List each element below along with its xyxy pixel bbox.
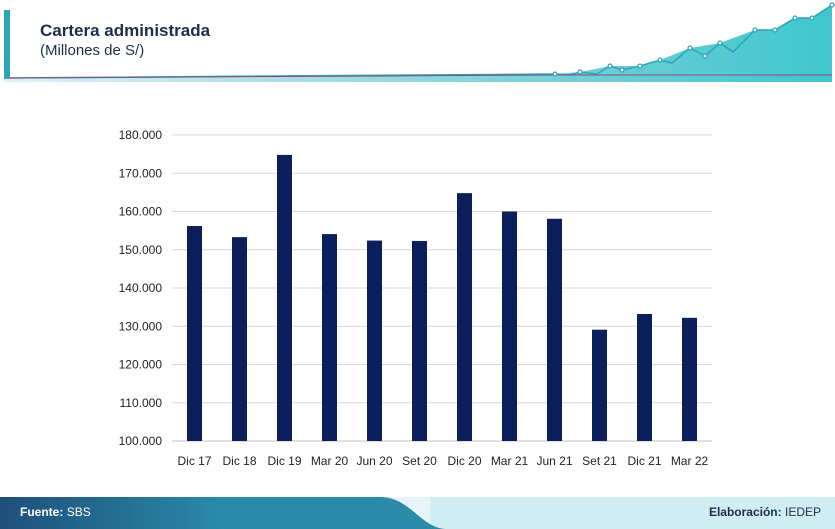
y-tick-label: 150.000 xyxy=(119,243,163,257)
y-tick-label: 100.000 xyxy=(119,434,163,448)
header-decoration xyxy=(3,2,835,82)
bars xyxy=(187,154,697,441)
chart-title: Cartera administrada xyxy=(40,21,211,40)
x-tick-label: Dic 17 xyxy=(177,454,211,468)
bar xyxy=(592,329,607,441)
x-axis: Dic 17 Dic 18 Dic 19 Mar 20 Jun 20 Set 20 Dic … xyxy=(177,454,708,468)
x-tick-label: Mar 21 xyxy=(491,454,529,468)
x-tick-label: Dic 18 xyxy=(222,454,256,468)
source-value: SBS xyxy=(66,505,91,519)
x-tick-label: Dic 19 xyxy=(267,454,301,468)
credit-label: Elaboración: xyxy=(708,505,782,519)
chart-subtitle: (Millones de S/) xyxy=(40,42,145,59)
y-tick-label: 130.000 xyxy=(119,319,163,333)
bar xyxy=(322,234,337,441)
footer: Fuente: SBS Elaboración: IEDEP xyxy=(0,497,835,529)
bar xyxy=(682,317,697,441)
x-tick-label: Dic 20 xyxy=(447,454,481,468)
y-tick-label: 170.000 xyxy=(119,166,163,180)
header: Cartera administrada (Millones de S/) xyxy=(0,0,835,84)
footer-background xyxy=(0,497,835,529)
y-tick-label: 140.000 xyxy=(119,281,163,295)
bar xyxy=(232,237,247,441)
bar xyxy=(277,154,292,441)
bar xyxy=(367,240,382,441)
bar xyxy=(637,314,652,441)
y-tick-label: 180.000 xyxy=(119,128,163,142)
x-tick-label: Mar 22 xyxy=(671,454,709,468)
bar xyxy=(457,193,472,441)
header-accent-bar xyxy=(4,10,10,78)
x-tick-label: Dic 21 xyxy=(627,454,661,468)
x-tick-label: Set 21 xyxy=(582,454,617,468)
y-tick-label: 160.000 xyxy=(119,205,163,219)
bar xyxy=(187,226,202,441)
x-tick-label: Jun 20 xyxy=(356,454,392,468)
y-axis: 100.000 110.000 120.000 130.000 140.000 150.0… xyxy=(119,128,163,448)
source-label: Fuente: xyxy=(20,505,64,519)
y-tick-label: 110.000 xyxy=(120,396,163,410)
gridlines xyxy=(172,134,712,442)
x-tick-label: Jun 21 xyxy=(536,454,572,468)
x-tick-label: Mar 20 xyxy=(311,454,349,468)
bar xyxy=(502,211,517,441)
bar-chart: 100.000 110.000 120.000 130.000 140.000 150.0… xyxy=(119,128,712,468)
y-tick-label: 120.000 xyxy=(119,358,163,372)
bar xyxy=(412,240,427,441)
bar xyxy=(547,218,562,441)
footer-source: Fuente: SBS xyxy=(20,505,91,519)
credit-value: IEDEP xyxy=(784,505,821,519)
x-tick-label: Set 20 xyxy=(402,454,437,468)
footer-credit: Elaboración: IEDEP xyxy=(709,505,821,519)
